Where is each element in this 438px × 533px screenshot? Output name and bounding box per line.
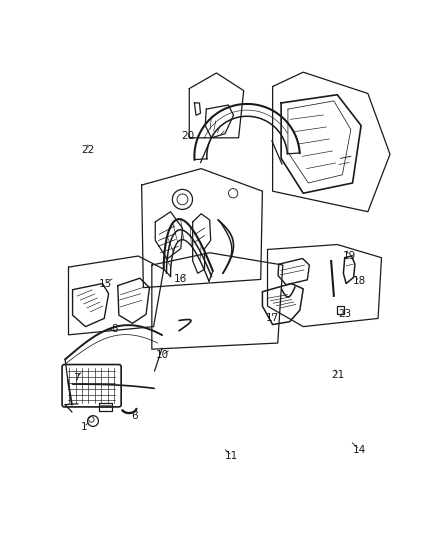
Text: 10: 10 xyxy=(155,350,168,360)
Text: 7: 7 xyxy=(73,373,79,383)
Text: 20: 20 xyxy=(180,131,194,141)
Text: 23: 23 xyxy=(337,309,350,319)
Text: 8: 8 xyxy=(111,325,117,335)
Text: 19: 19 xyxy=(342,251,355,261)
Text: 11: 11 xyxy=(225,451,238,461)
Text: 21: 21 xyxy=(331,370,344,380)
Text: 22: 22 xyxy=(81,145,94,155)
Text: 1: 1 xyxy=(80,422,87,432)
Text: 18: 18 xyxy=(352,277,365,286)
Text: 15: 15 xyxy=(99,279,112,288)
Text: 14: 14 xyxy=(352,445,365,455)
Text: 6: 6 xyxy=(131,411,138,421)
Text: 16: 16 xyxy=(174,274,187,285)
Text: 17: 17 xyxy=(265,313,279,324)
